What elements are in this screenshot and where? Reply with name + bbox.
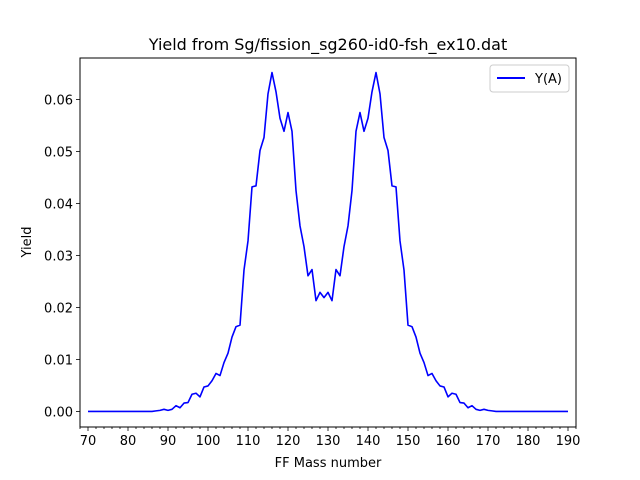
x-tick-label: 100 [196, 434, 221, 449]
legend: Y(A) [489, 64, 570, 93]
x-tick-label: 80 [120, 434, 137, 449]
x-tick-label: 170 [476, 434, 501, 449]
y-tick-label: 0.01 [44, 353, 73, 368]
x-tick-label: 140 [356, 434, 381, 449]
x-tick-label: 70 [80, 434, 97, 449]
plot-frame [79, 57, 577, 428]
y-tick-label: 0.04 [44, 198, 73, 213]
ticks-layer: 70 80 90 100 110 120 130 140 150 160 170 180 190 0.00… [44, 94, 580, 449]
x-tick-label: 160 [436, 434, 461, 449]
chart-title: Yield from Sg/fission_sg260-id0-fsh_ex10… [148, 35, 508, 55]
x-axis-label: FF Mass number [275, 456, 382, 471]
legend-label: Y(A) [534, 72, 562, 87]
x-tick-label: 150 [396, 434, 421, 449]
x-tick-label: 90 [160, 434, 177, 449]
y-tick-label: 0.00 [44, 405, 73, 420]
x-tick-label: 110 [236, 434, 261, 449]
x-tick-label: 130 [316, 434, 341, 449]
y-tick-label: 0.06 [44, 94, 73, 109]
y-tick-label: 0.02 [44, 301, 73, 316]
x-tick-label: 190 [556, 434, 581, 449]
series-line-y-a [88, 71, 568, 413]
legend-box [489, 64, 570, 93]
y-tick-label: 0.05 [44, 146, 73, 161]
y-axis-label: Yield [20, 227, 35, 259]
x-tick-label: 180 [516, 434, 541, 449]
x-tick-label: 120 [276, 434, 301, 449]
y-tick-label: 0.03 [44, 249, 73, 264]
series-layer [88, 71, 568, 413]
